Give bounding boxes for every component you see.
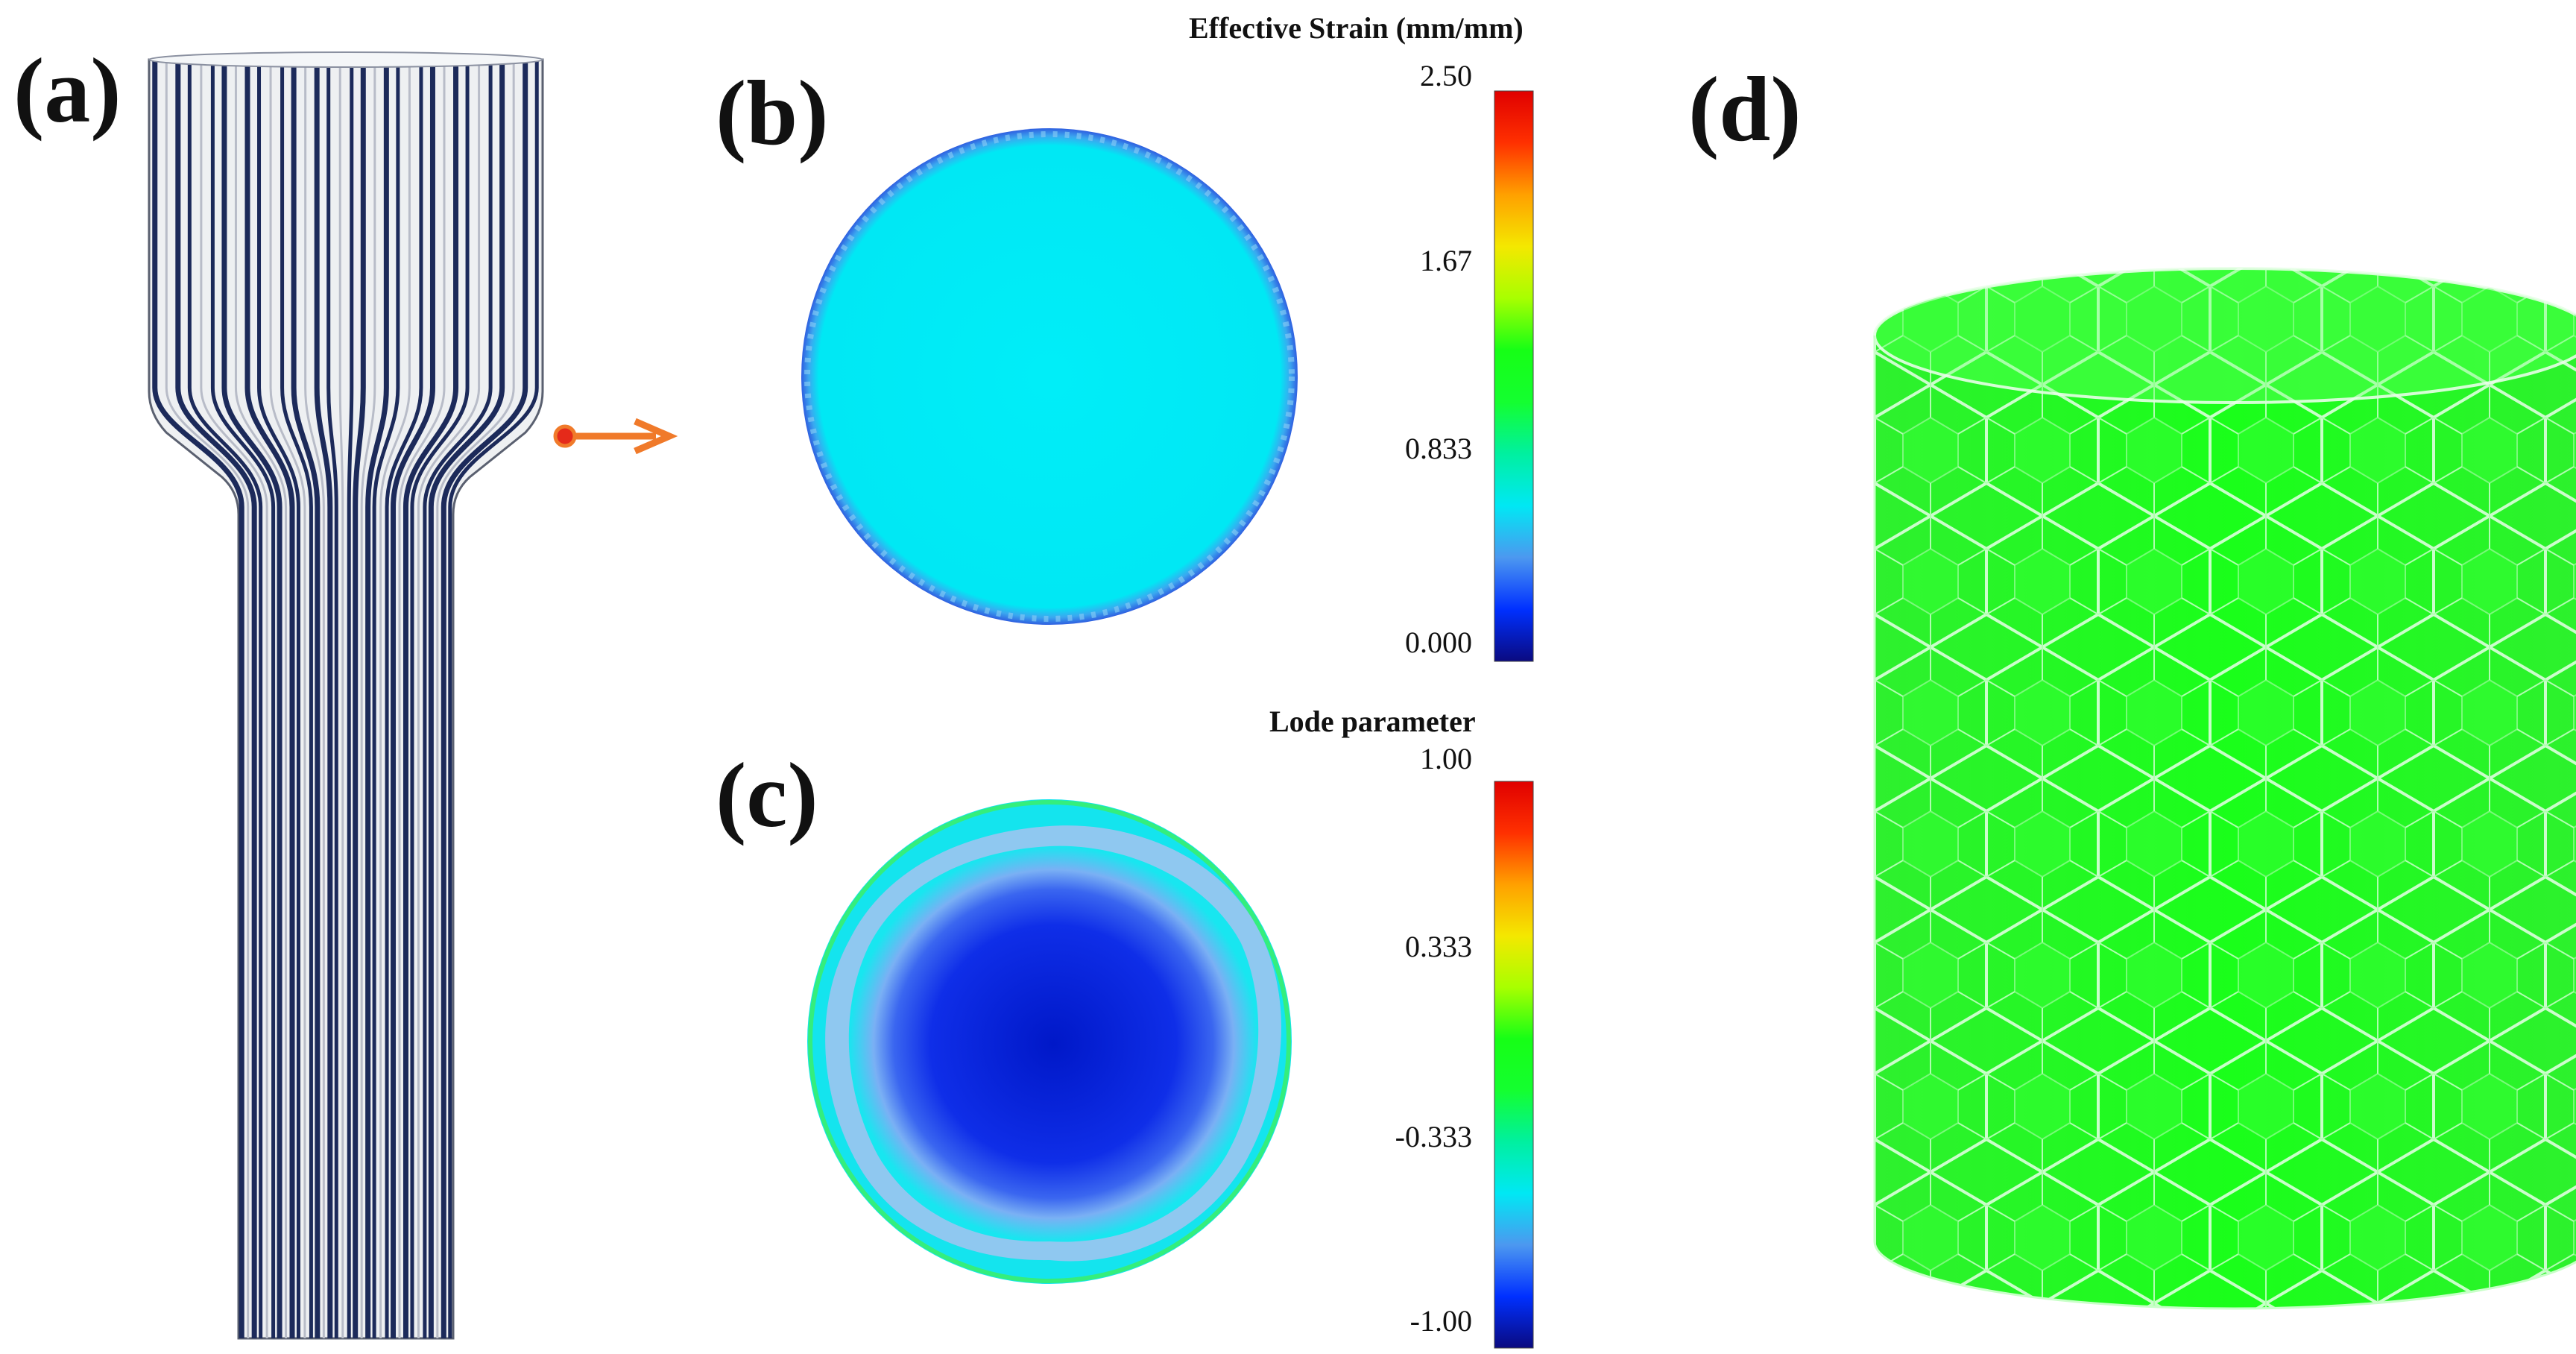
- fiber-line: [379, 60, 411, 1338]
- fiber-line: [448, 60, 539, 1338]
- section-arrow: [553, 418, 678, 455]
- fiber-line: [428, 60, 505, 1338]
- section-marker-dot: [553, 424, 577, 448]
- fiber-line: [410, 60, 470, 1338]
- panel-label-b: (b): [716, 62, 829, 164]
- fiber-line: [187, 60, 263, 1338]
- fiber-line: [244, 60, 295, 1338]
- strain-tick-label: 0.833: [1405, 432, 1472, 465]
- billet-top-face: [148, 51, 543, 68]
- fiber-line: [347, 60, 354, 1338]
- fiber-line: [210, 60, 276, 1338]
- fiber-line: [391, 60, 435, 1338]
- lode-legend-title: Lode parameter: [1269, 705, 1476, 738]
- fiber-line: [152, 60, 244, 1338]
- fiber-line: [441, 60, 528, 1338]
- fiber-line: [372, 60, 400, 1338]
- fiber-line: [269, 60, 306, 1338]
- fiber-line: [402, 60, 459, 1338]
- fiber-line: [291, 60, 321, 1338]
- strain-tick-label: 2.50: [1420, 59, 1472, 92]
- lode-tick-label: -0.333: [1395, 1120, 1472, 1153]
- fiber-line: [257, 60, 300, 1338]
- lode-tick-label: 0.333: [1405, 930, 1472, 963]
- lode-cross-section: [807, 799, 1292, 1284]
- fiber-line: [175, 60, 257, 1338]
- strain-colorbar: [1494, 90, 1534, 662]
- billet-outline: [148, 58, 544, 1340]
- billet-drawing: [148, 51, 544, 1340]
- fiber-line: [326, 60, 338, 1338]
- fiber-lines: [152, 60, 539, 1338]
- strain-cross-section: [801, 128, 1298, 625]
- fiber-line: [314, 60, 333, 1338]
- fiber-line: [385, 60, 423, 1338]
- fiber-line: [200, 60, 268, 1338]
- fiber-line: [234, 60, 288, 1338]
- fiber-line: [423, 60, 493, 1338]
- lode-colorbar: [1494, 781, 1534, 1349]
- lode-tick-label: -1.00: [1409, 1304, 1472, 1338]
- strain-legend-title: Effective Strain (mm/mm): [1189, 11, 1524, 45]
- fiber-line: [280, 60, 313, 1338]
- panel-label-a: (a): [13, 40, 121, 142]
- fiber-line: [398, 60, 446, 1338]
- polycrystal-cylinder: [1873, 267, 2576, 1310]
- fiber-line: [165, 60, 250, 1338]
- fiber-line: [304, 60, 325, 1338]
- fiber-line: [353, 60, 366, 1338]
- strain-tick-label: 1.67: [1420, 244, 1472, 277]
- fiber-line: [417, 60, 481, 1338]
- panel-label-d: (d): [1688, 58, 1802, 160]
- panel-label-c: (c): [716, 744, 818, 846]
- fiber-line: [365, 60, 389, 1338]
- lode-tick-label: 1.00: [1420, 742, 1472, 775]
- strain-tick-label: 0.000: [1405, 626, 1472, 659]
- fiber-line: [360, 60, 376, 1338]
- fiber-line: [221, 60, 282, 1338]
- fiber-line: [338, 60, 344, 1338]
- fiber-line: [436, 60, 515, 1338]
